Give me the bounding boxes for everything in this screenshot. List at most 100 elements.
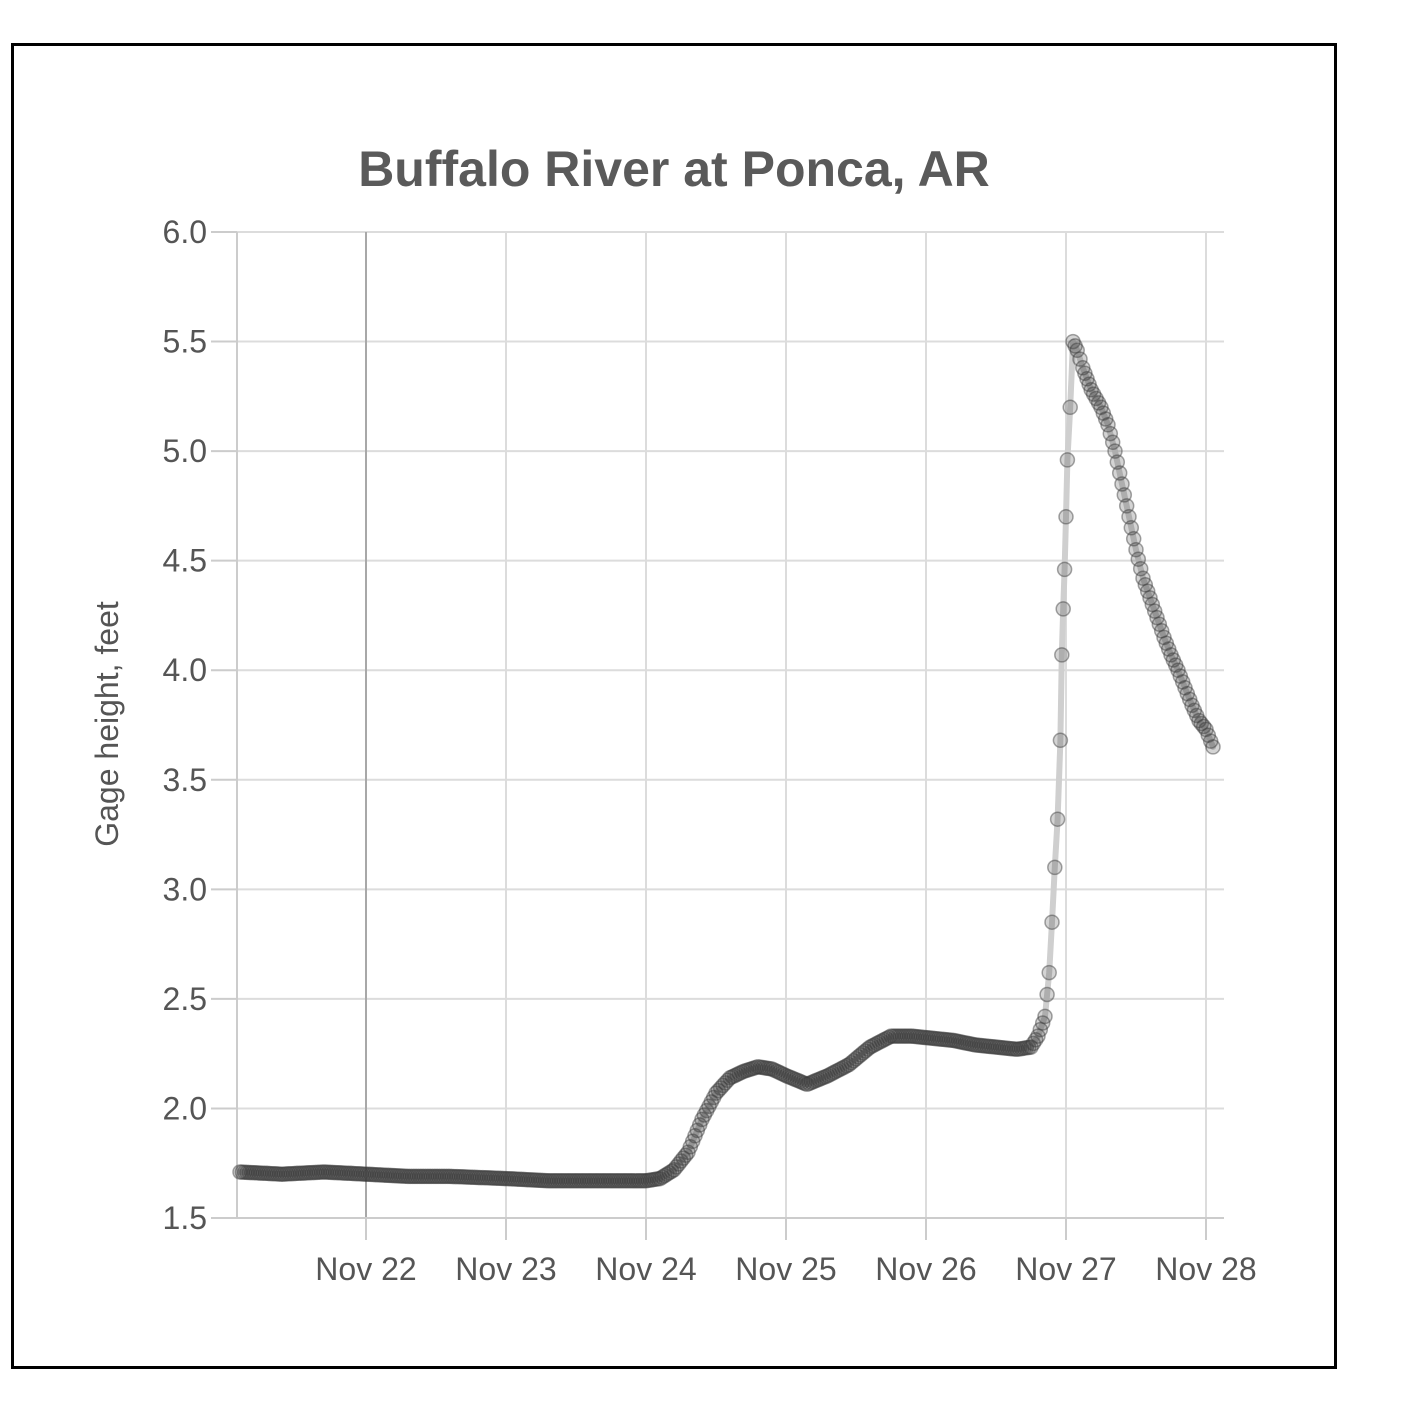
data-point bbox=[759, 1060, 776, 1077]
data-point bbox=[997, 1040, 1014, 1056]
data-point bbox=[488, 1170, 505, 1186]
data-point bbox=[955, 1034, 972, 1051]
data-point bbox=[409, 1168, 426, 1185]
data-point bbox=[589, 1173, 605, 1189]
data-point bbox=[633, 1173, 650, 1189]
data-point bbox=[267, 1166, 283, 1182]
y-tick-label: 2.0 bbox=[163, 1090, 207, 1126]
data-point bbox=[292, 1165, 309, 1181]
data-point bbox=[498, 1170, 514, 1187]
data-point bbox=[1193, 715, 1210, 732]
data-point bbox=[304, 1164, 321, 1181]
data-point bbox=[1137, 577, 1154, 593]
data-point bbox=[477, 1169, 493, 1186]
data-point bbox=[509, 1171, 526, 1187]
data-point bbox=[605, 1173, 622, 1189]
data-point bbox=[348, 1165, 365, 1182]
data-point bbox=[806, 1073, 822, 1090]
data-point bbox=[1111, 465, 1128, 481]
data-point bbox=[435, 1168, 451, 1185]
data-point bbox=[677, 1147, 694, 1163]
data-point bbox=[817, 1068, 834, 1085]
data-point bbox=[778, 1067, 794, 1084]
data-point bbox=[285, 1165, 302, 1182]
data-point bbox=[437, 1168, 454, 1185]
data-point bbox=[418, 1168, 435, 1185]
data-point bbox=[943, 1032, 960, 1049]
data-point bbox=[1144, 596, 1161, 613]
data-point bbox=[1163, 647, 1179, 663]
data-point bbox=[883, 1028, 899, 1044]
data-point bbox=[1167, 657, 1184, 673]
data-point bbox=[638, 1173, 654, 1189]
data-point bbox=[523, 1172, 540, 1188]
data-point bbox=[1184, 697, 1200, 714]
data-point bbox=[838, 1058, 855, 1074]
data-point bbox=[402, 1168, 419, 1185]
data-point bbox=[899, 1028, 916, 1044]
data-point bbox=[1062, 399, 1078, 416]
data-point bbox=[925, 1030, 941, 1047]
data-point bbox=[950, 1033, 967, 1050]
y-axis-label: Gage height, feet bbox=[89, 601, 125, 847]
data-point bbox=[878, 1030, 895, 1047]
data-point bbox=[743, 1061, 759, 1077]
data-point bbox=[355, 1166, 372, 1182]
x-tick-label: Nov 28 bbox=[1155, 1251, 1256, 1287]
data-point bbox=[652, 1170, 668, 1187]
data-point bbox=[827, 1064, 843, 1080]
data-point bbox=[663, 1163, 680, 1180]
data-point bbox=[668, 1159, 685, 1175]
chart-title: Buffalo River at Ponca, AR bbox=[358, 141, 990, 197]
data-point bbox=[694, 1111, 710, 1128]
data-point bbox=[628, 1173, 645, 1189]
data-point bbox=[808, 1072, 825, 1089]
gage-height-chart: Buffalo River at Ponca, AR 1.5 2.0 2.5 3.0 3… bbox=[89, 141, 1257, 1287]
data-point bbox=[724, 1068, 741, 1085]
data-point bbox=[463, 1169, 479, 1185]
data-point bbox=[512, 1171, 528, 1188]
data-point bbox=[1075, 360, 1091, 376]
data-point bbox=[264, 1165, 281, 1182]
data-point bbox=[295, 1165, 311, 1181]
data-point bbox=[575, 1173, 591, 1189]
data-point bbox=[250, 1165, 267, 1181]
data-point bbox=[365, 1166, 381, 1183]
data-point bbox=[1044, 914, 1060, 930]
data-point bbox=[820, 1067, 836, 1084]
data-point bbox=[1149, 609, 1165, 626]
data-point bbox=[467, 1169, 484, 1186]
data-point bbox=[796, 1075, 813, 1092]
data-point bbox=[1090, 395, 1107, 411]
data-point bbox=[390, 1168, 407, 1184]
data-point bbox=[733, 1064, 750, 1081]
data-point bbox=[442, 1168, 458, 1185]
data-point bbox=[579, 1173, 596, 1189]
data-point bbox=[495, 1170, 512, 1187]
data-point bbox=[1018, 1040, 1035, 1056]
data-point bbox=[276, 1166, 293, 1182]
data-point bbox=[1047, 859, 1063, 876]
data-point bbox=[843, 1054, 860, 1071]
data-point bbox=[841, 1056, 857, 1073]
data-point bbox=[561, 1173, 577, 1189]
data-point bbox=[612, 1173, 629, 1189]
data-point bbox=[239, 1164, 255, 1181]
data-point bbox=[596, 1173, 612, 1189]
data-point bbox=[1142, 590, 1158, 606]
data-point bbox=[600, 1173, 617, 1189]
data-point bbox=[614, 1173, 631, 1189]
data-point bbox=[1128, 541, 1144, 558]
data-point bbox=[887, 1028, 904, 1044]
data-point bbox=[1170, 662, 1186, 678]
data-point bbox=[680, 1144, 696, 1161]
y-tick-label: 3.0 bbox=[163, 871, 207, 907]
data-point bbox=[540, 1173, 556, 1189]
y-tick-label: 4.5 bbox=[163, 543, 207, 579]
data-point bbox=[964, 1036, 981, 1053]
data-point bbox=[281, 1166, 297, 1182]
data-point bbox=[974, 1037, 990, 1054]
data-point bbox=[1059, 452, 1076, 468]
data-point bbox=[962, 1036, 979, 1052]
data-point bbox=[241, 1164, 258, 1181]
